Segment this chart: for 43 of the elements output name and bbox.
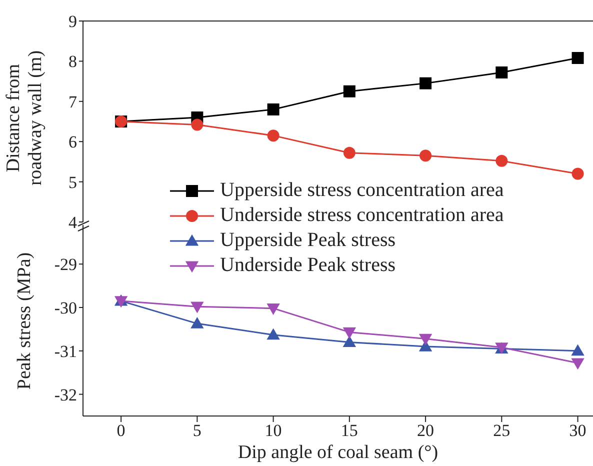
y-tick-label: 5 — [68, 172, 77, 192]
point — [572, 52, 584, 64]
y-tick-label: -29 — [54, 255, 77, 274]
y-tick-label: -30 — [54, 298, 77, 318]
legend-label: Underside Peak stress — [220, 254, 396, 277]
x-tick-label: 15 — [340, 421, 358, 440]
legend-label: Underside stress concentration area — [220, 204, 504, 227]
y-tick-label: 7 — [68, 92, 78, 112]
y-tick-label: 6 — [68, 132, 77, 152]
point — [190, 302, 204, 314]
point — [267, 130, 280, 142]
point — [420, 77, 432, 90]
point — [190, 316, 204, 328]
point — [342, 327, 356, 339]
y-tick-label: -31 — [54, 342, 77, 361]
point — [572, 168, 584, 180]
y-axis-title: Peak stress (MPa) — [14, 250, 36, 392]
y-tick-label: 9 — [68, 12, 77, 32]
point — [496, 66, 508, 78]
y-tick-label: 4 — [68, 213, 78, 232]
point — [266, 304, 280, 315]
x-axis-title: Dip angle of coal seam (°) — [238, 442, 438, 463]
point — [571, 344, 584, 356]
x-tick-label: 5 — [192, 421, 202, 440]
x-tick-label: 30 — [569, 421, 586, 440]
point — [496, 154, 508, 167]
point — [342, 336, 356, 348]
x-tick-label: 20 — [417, 421, 434, 440]
point — [418, 334, 432, 346]
y-tick-label: -32 — [54, 385, 77, 404]
legend-label: Upperside stress concentration area — [220, 179, 504, 202]
x-tick-label: 10 — [264, 421, 282, 440]
point — [343, 85, 356, 98]
point — [191, 118, 204, 131]
point — [267, 103, 280, 116]
point — [266, 328, 280, 340]
y-tick-label: 8 — [68, 52, 77, 72]
point — [343, 146, 356, 159]
point — [420, 150, 432, 162]
legend-label: Upperside Peak stress — [220, 229, 396, 252]
x-tick-label: 25 — [493, 421, 510, 440]
y-axis-title: Distance from roadway wall (m) — [3, 49, 47, 188]
x-tick-label: 0 — [116, 421, 126, 440]
